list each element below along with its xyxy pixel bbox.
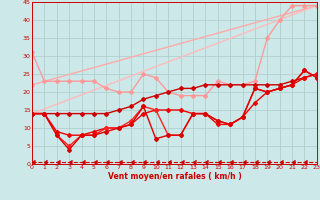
- X-axis label: Vent moyen/en rafales ( km/h ): Vent moyen/en rafales ( km/h ): [108, 172, 241, 181]
